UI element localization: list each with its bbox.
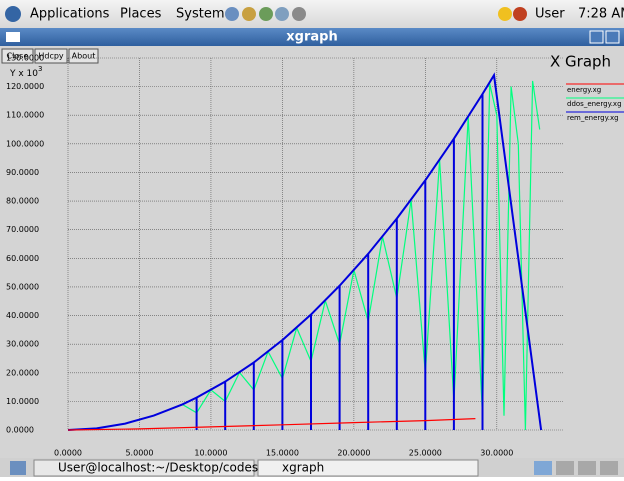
workspace[interactable] — [600, 461, 618, 475]
button[interactable] — [68, 48, 99, 64]
y-tick-label: 110.0000 — [6, 111, 44, 120]
y-label-power: 3 — [38, 65, 42, 73]
y-tick-label: 100.0000 — [6, 139, 44, 148]
user[interactable]: User — [535, 7, 565, 22]
y-tick-label: 30.0000 — [6, 340, 39, 349]
minimize[interactable] — [589, 30, 604, 44]
series-line — [67, 72, 543, 431]
y-tick-label: 130.0000 — [6, 54, 44, 63]
button-label: About — [72, 52, 96, 61]
y-tick-label: 60.0000 — [6, 254, 39, 263]
y-tick-label: 40.0000 — [6, 311, 39, 320]
legend-label: energy.xg — [567, 86, 601, 94]
series-line — [182, 80, 541, 431]
x-tick-label: 5.0000 — [125, 449, 153, 458]
y-label: Y x 103 — [9, 65, 42, 79]
task-label: User@localhost:~/Desktop/codes — [58, 461, 258, 475]
series-line — [67, 418, 476, 431]
title-bar — [0, 28, 624, 46]
workspace[interactable] — [534, 461, 552, 475]
show-desktop[interactable] — [10, 461, 26, 475]
x-tick-label: 30.0000 — [480, 449, 513, 458]
x-tick-label: 15.0000 — [266, 449, 299, 458]
button[interactable] — [1, 48, 34, 64]
y-tick-label: 120.0000 — [6, 82, 44, 91]
x-tick-label: 25.0000 — [409, 449, 442, 458]
menu[interactable]: Places — [120, 7, 162, 22]
clock[interactable]: 7:28 AM — [578, 7, 624, 22]
y-tick-label: 10.0000 — [6, 397, 39, 406]
task-button[interactable] — [257, 459, 479, 477]
window-title: xgraph — [286, 30, 337, 45]
y-tick-label: 50.0000 — [6, 282, 39, 291]
workspace[interactable] — [578, 461, 596, 475]
window-menu[interactable] — [6, 32, 20, 42]
chart-title: X Graph — [550, 53, 611, 71]
y-tick-label: 90.0000 — [6, 168, 39, 177]
x-tick-label: 10.0000 — [194, 449, 227, 458]
y-tick-label: 70.0000 — [6, 225, 39, 234]
y-label-text: Y x 10 — [9, 69, 38, 79]
plot: 0.000010.000020.000030.000040.000050.000… — [6, 54, 624, 458]
star-icon[interactable] — [498, 7, 512, 21]
menu[interactable]: System — [176, 7, 224, 22]
y-tick-label: 0.0000 — [6, 426, 34, 435]
launchers[interactable] — [225, 7, 306, 21]
y-tick-label: 80.0000 — [6, 197, 39, 206]
workspace[interactable] — [556, 461, 574, 475]
x-tick-label: 20.0000 — [337, 449, 370, 458]
buttons: Close Hdcpy About — [1, 48, 99, 64]
task-button[interactable] — [33, 459, 255, 477]
x-tick-label: 0.0000 — [54, 449, 82, 458]
app-icon[interactable] — [5, 6, 21, 22]
menu[interactable]: Applications — [30, 7, 110, 22]
button-label: Hdcpy — [38, 52, 64, 61]
button[interactable] — [34, 48, 68, 64]
legend-label: ddos_energy.xg — [567, 100, 622, 108]
button-label: Close — [7, 52, 29, 61]
legend-label: rem_energy.xg — [567, 114, 619, 122]
maximize[interactable] — [605, 30, 620, 44]
y-tick-label: 20.0000 — [6, 368, 39, 377]
task-label: xgraph — [282, 461, 324, 475]
update-icon[interactable] — [513, 7, 527, 21]
